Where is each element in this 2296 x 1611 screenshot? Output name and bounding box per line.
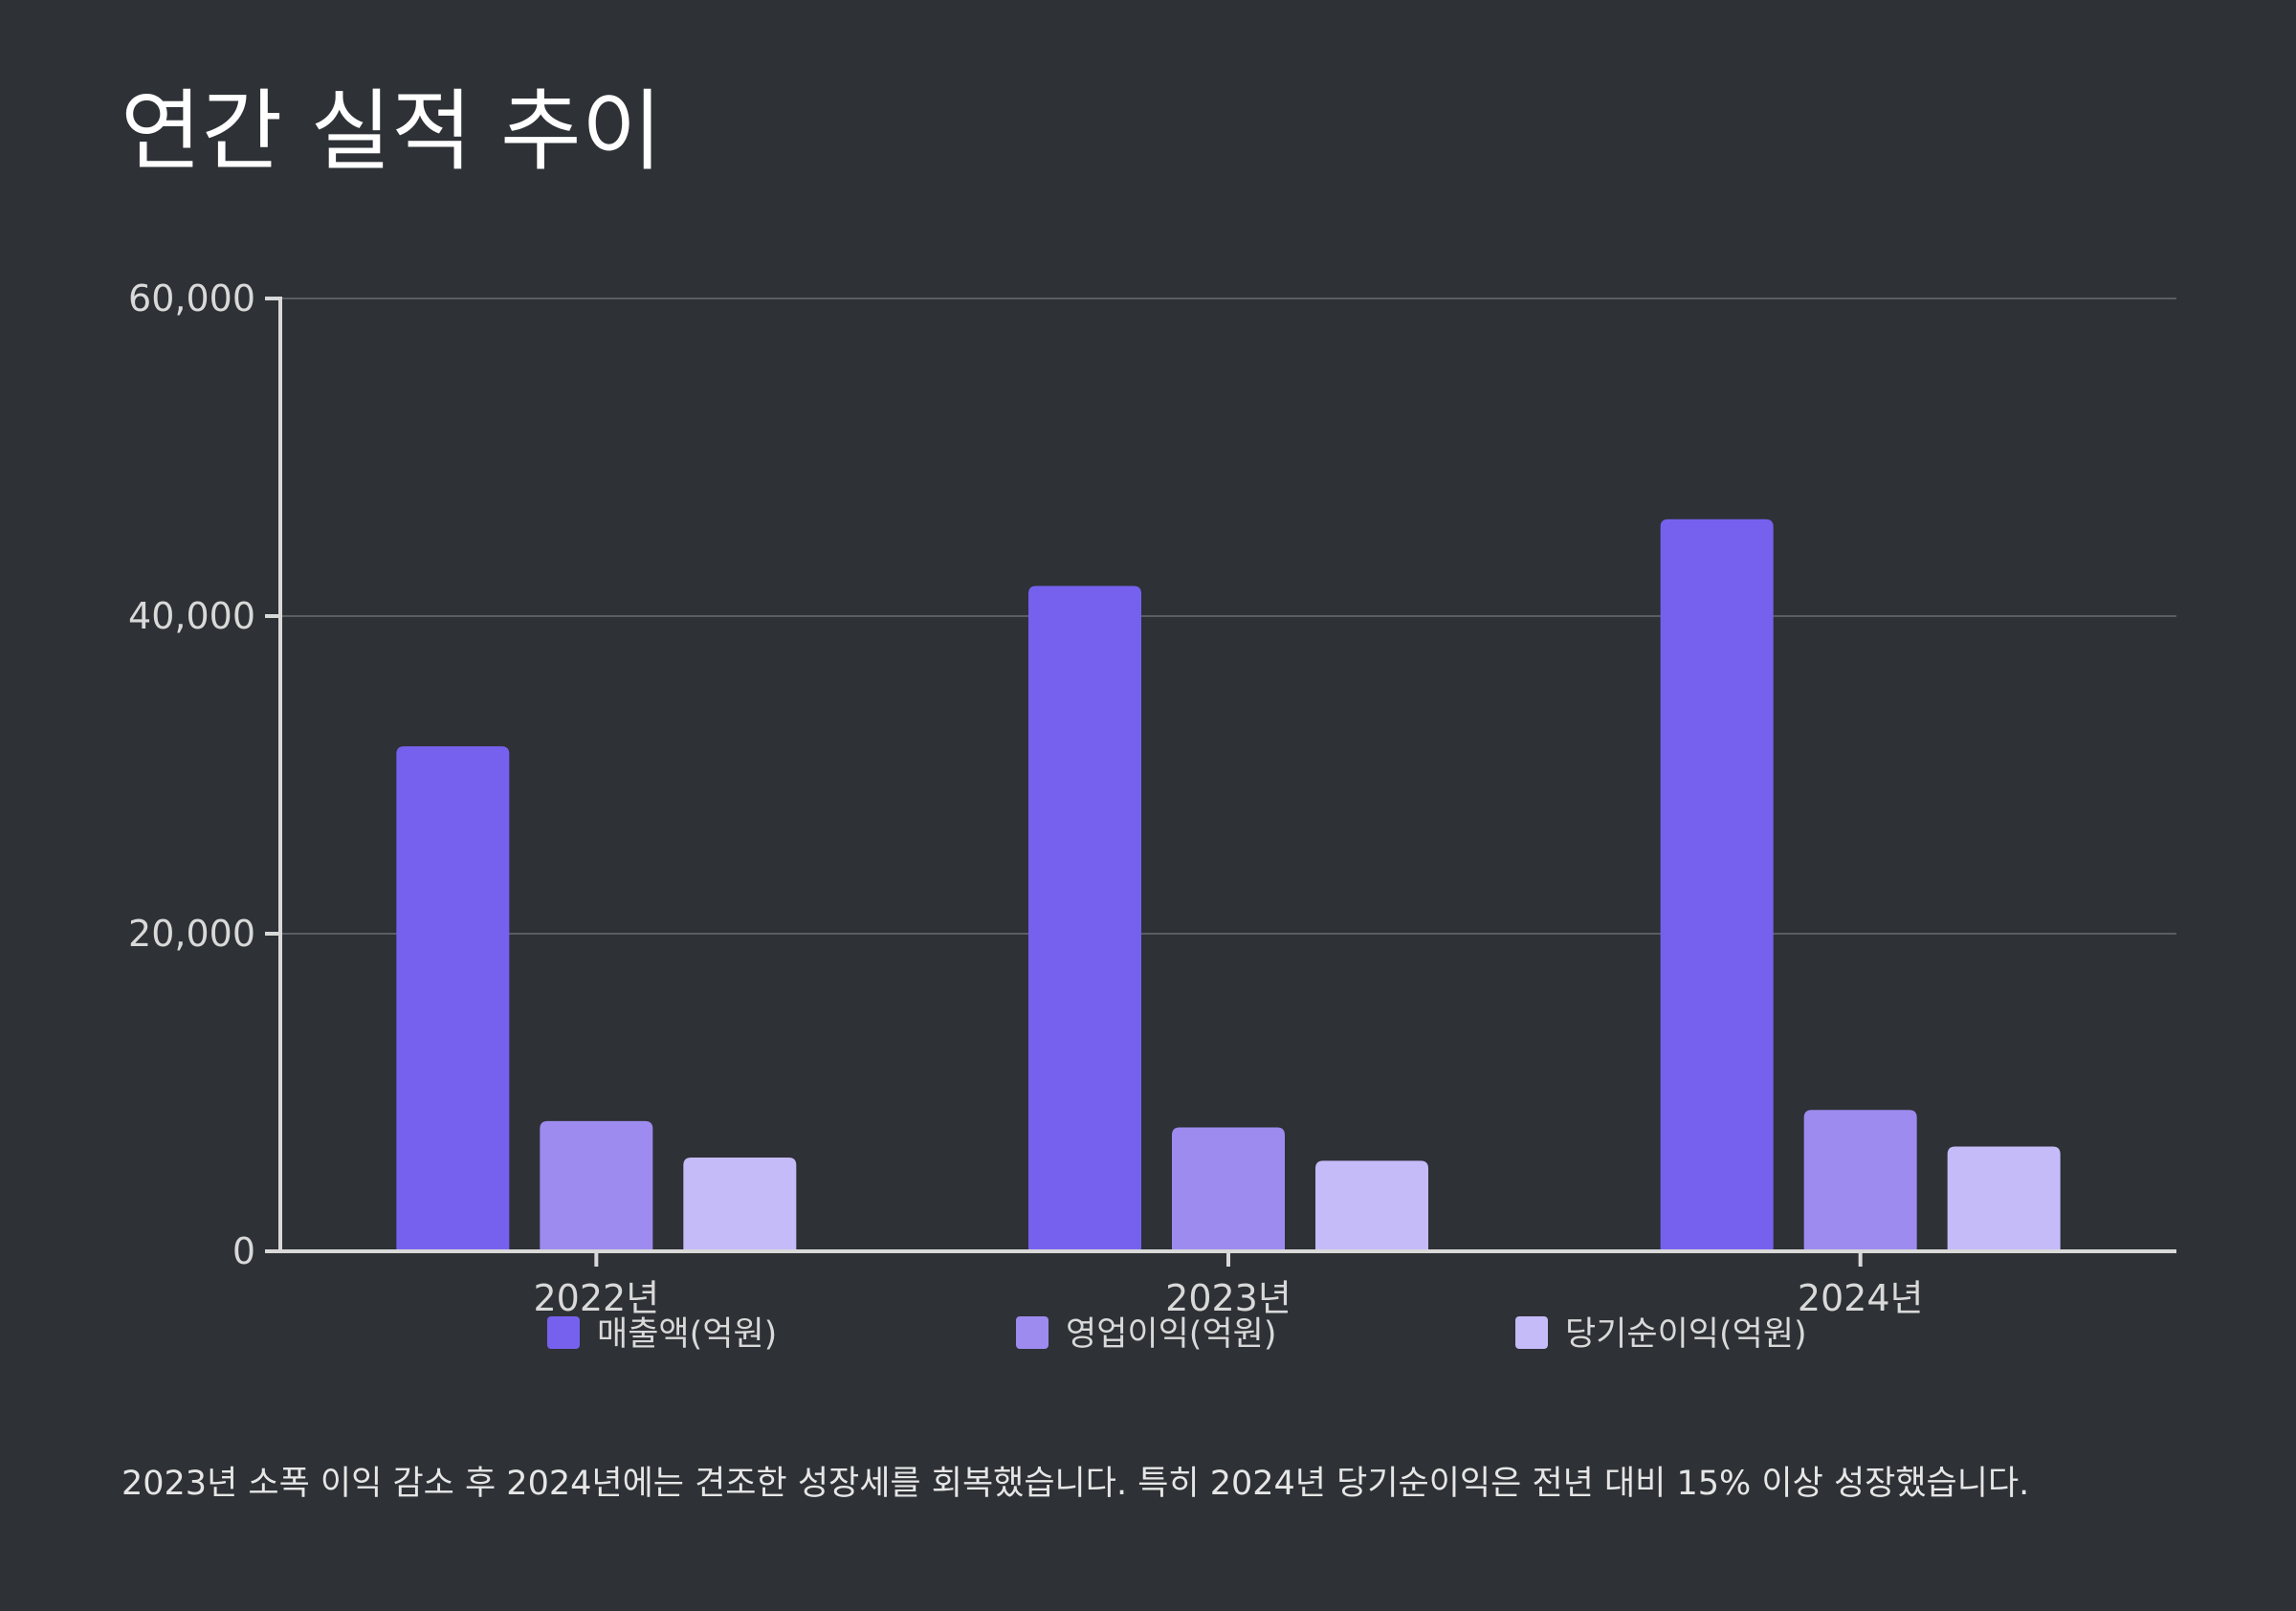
legend-label: 영업이익(억원)	[1066, 1315, 1277, 1354]
x-tick-label: 2024년	[1798, 1277, 1924, 1319]
gridlines	[280, 298, 2176, 935]
y-tick-label: 0	[232, 1230, 255, 1272]
bar	[683, 1158, 797, 1251]
bar	[1660, 519, 1774, 1251]
axes: 0 20,000 40,000 60,000 2022년 2023년 2024년	[128, 277, 2176, 1319]
bar	[540, 1120, 653, 1251]
chart-title: 연간 실적 추이	[121, 80, 663, 183]
bar	[1315, 1160, 1428, 1251]
legend-swatch	[1515, 1316, 1548, 1349]
legend-swatch	[1016, 1316, 1049, 1349]
legend: 매출액(억원) 영업이익(억원) 당기순이익(억원)	[547, 1315, 1807, 1354]
bar	[1947, 1146, 2061, 1251]
y-tick-label: 40,000	[128, 595, 255, 637]
legend-swatch	[547, 1316, 580, 1349]
legend-label: 당기순이익(억원)	[1565, 1315, 1807, 1354]
x-tick-label: 2023년	[1165, 1277, 1292, 1319]
y-tick-label: 60,000	[128, 277, 255, 320]
legend-label: 매출액(억원)	[597, 1315, 777, 1354]
bar	[1028, 585, 1141, 1251]
chart-caption: 2023년 소폭 이익 감소 후 2024년에는 견조한 성장세를 회복했습니다…	[121, 1465, 2030, 1503]
y-tick-label: 20,000	[128, 913, 255, 955]
x-tick-label: 2022년	[533, 1277, 659, 1319]
bar	[1172, 1127, 1285, 1251]
bar	[1803, 1110, 1917, 1251]
bars	[396, 519, 2061, 1251]
bar	[396, 746, 510, 1251]
